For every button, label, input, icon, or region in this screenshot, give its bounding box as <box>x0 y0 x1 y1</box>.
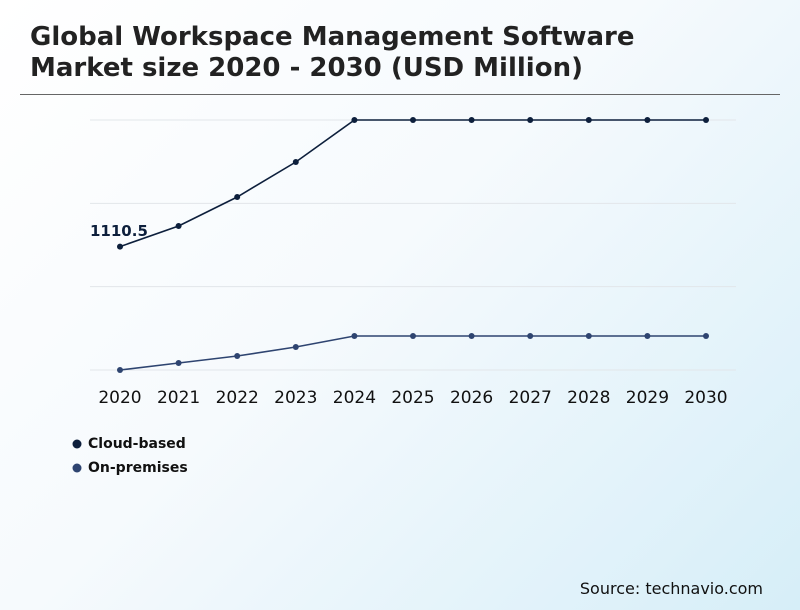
data-point <box>410 333 416 339</box>
data-point <box>175 360 182 366</box>
legend-label: Cloud-based <box>88 436 186 452</box>
data-point <box>644 117 651 123</box>
data-point <box>234 194 241 200</box>
data-point <box>703 117 709 123</box>
x-tick-label: 2022 <box>216 388 259 408</box>
data-point <box>234 353 241 359</box>
x-tick-label: 2024 <box>333 388 376 408</box>
data-label: 1110.5 <box>90 222 148 240</box>
source: Source: technavio.com <box>579 579 763 598</box>
data-point <box>585 333 592 339</box>
x-tick-label: 2025 <box>391 388 434 408</box>
series-line <box>119 335 706 371</box>
data-point <box>351 117 358 123</box>
separator <box>20 94 780 95</box>
data-point <box>468 117 475 123</box>
x-tick-label: 2029 <box>626 388 669 408</box>
legend-label: On-premises <box>88 460 188 476</box>
x-tick-label: 2027 <box>509 388 552 408</box>
x-tick-label: 2021 <box>157 388 200 408</box>
x-tick-label: 2028 <box>567 388 610 408</box>
series-line <box>119 119 706 248</box>
data-point <box>527 333 534 339</box>
data-point <box>527 117 534 123</box>
data-point <box>175 223 182 229</box>
legend-marker <box>72 439 82 449</box>
data-point <box>468 333 475 339</box>
data-point <box>703 333 709 339</box>
x-tick-label: 2030 <box>684 388 727 408</box>
data-point <box>292 344 299 350</box>
data-point <box>292 159 299 165</box>
data-point <box>117 367 123 373</box>
legend-marker <box>72 463 82 473</box>
x-tick-label: 2023 <box>274 388 317 408</box>
chart-title: Global Workspace Management Software Mar… <box>30 22 635 83</box>
data-point <box>117 243 123 250</box>
x-tick-label: 2020 <box>98 388 141 408</box>
data-point <box>410 117 416 123</box>
data-point <box>351 333 358 339</box>
data-point <box>585 117 592 123</box>
data-point <box>644 333 651 339</box>
x-tick-label: 2026 <box>450 388 493 408</box>
